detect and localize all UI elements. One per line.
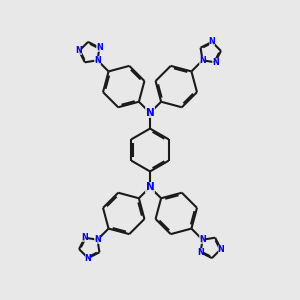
Text: N: N (199, 56, 206, 65)
Text: N: N (212, 58, 218, 67)
Text: N: N (85, 254, 92, 262)
Text: N: N (208, 38, 215, 46)
Text: N: N (94, 235, 101, 244)
Text: N: N (218, 244, 224, 253)
Text: N: N (82, 233, 88, 242)
Text: N: N (96, 43, 103, 52)
Text: N: N (197, 248, 204, 257)
Text: N: N (146, 182, 154, 192)
Text: N: N (199, 235, 206, 244)
Text: N: N (76, 46, 82, 56)
Text: N: N (94, 56, 101, 65)
Text: N: N (146, 108, 154, 118)
